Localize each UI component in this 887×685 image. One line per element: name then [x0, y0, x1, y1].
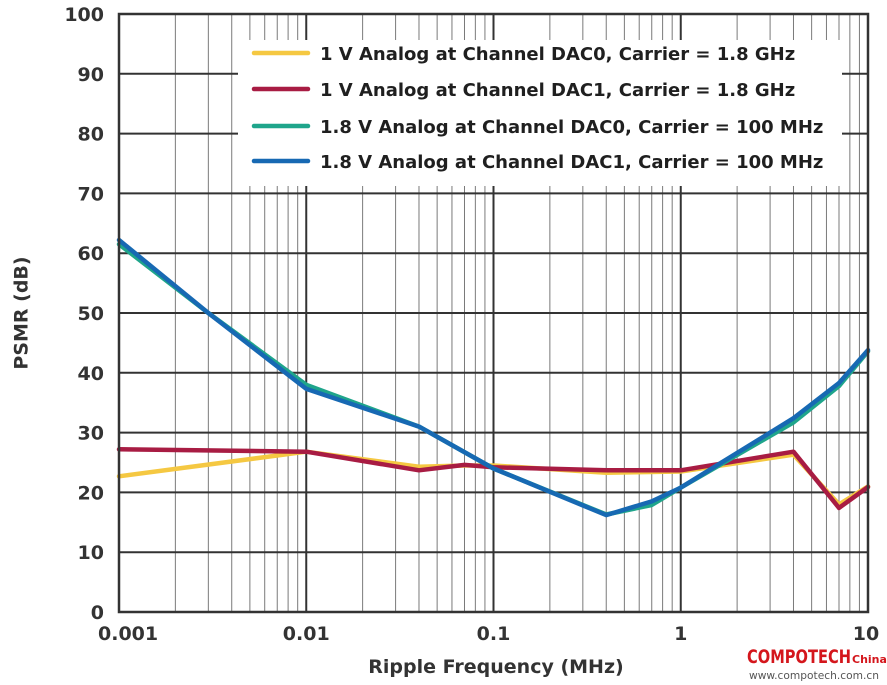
legend-label-2: 1 V Analog at Channel DAC1, Carrier = 1.…: [320, 80, 795, 101]
legend-label-4: 1.8 V Analog at Channel DAC1, Carrier = …: [320, 152, 823, 173]
watermark-url: www.compotech.com.cn: [749, 669, 879, 682]
y-tick-label: 10: [78, 542, 104, 564]
watermark-brand-suffix: China: [852, 653, 887, 666]
y-tick-label: 70: [78, 183, 104, 205]
legend: 1 V Analog at Channel DAC0, Carrier = 1.…: [238, 40, 842, 186]
y-axis-title: PSMR (dB): [11, 256, 33, 369]
y-tick-label: 20: [78, 482, 104, 504]
watermark-brand: COMPOTECH: [747, 646, 851, 668]
series-line-4: [116, 237, 871, 518]
watermark: COMPOTECH China www.compotech.com.cn: [747, 646, 887, 682]
legend-label-1: 1 V Analog at Channel DAC0, Carrier = 1.…: [320, 44, 795, 65]
x-tick-label: 1: [674, 623, 687, 645]
y-tick-label: 0: [91, 602, 104, 624]
x-tick-labels: 0.001 0.01 0.1 1 10: [98, 623, 879, 645]
y-tick-label: 100: [64, 4, 104, 26]
legend-label-3: 1.8 V Analog at Channel DAC0, Carrier = …: [320, 117, 823, 138]
x-axis-title: Ripple Frequency (MHz): [368, 656, 623, 678]
y-tick-label: 90: [78, 64, 104, 86]
x-tick-label: 0.01: [283, 623, 330, 645]
y-tick-label: 30: [78, 423, 104, 445]
y-tick-label: 40: [78, 363, 104, 385]
y-tick-label: 60: [78, 243, 104, 265]
series-layer: [116, 237, 871, 518]
legend-background: [238, 40, 842, 186]
y-tick-label: 50: [78, 303, 104, 325]
x-tick-label: 10: [853, 623, 879, 645]
plot-frame: [117, 12, 870, 614]
y-tick-label: 80: [78, 124, 104, 146]
y-tick-labels: 0 10 20 30 40 50 60 70 80 90 100: [64, 4, 104, 624]
x-tick-label: 0.001: [98, 623, 158, 645]
x-tick-label: 0.1: [477, 623, 511, 645]
series-line-2: [116, 447, 871, 511]
